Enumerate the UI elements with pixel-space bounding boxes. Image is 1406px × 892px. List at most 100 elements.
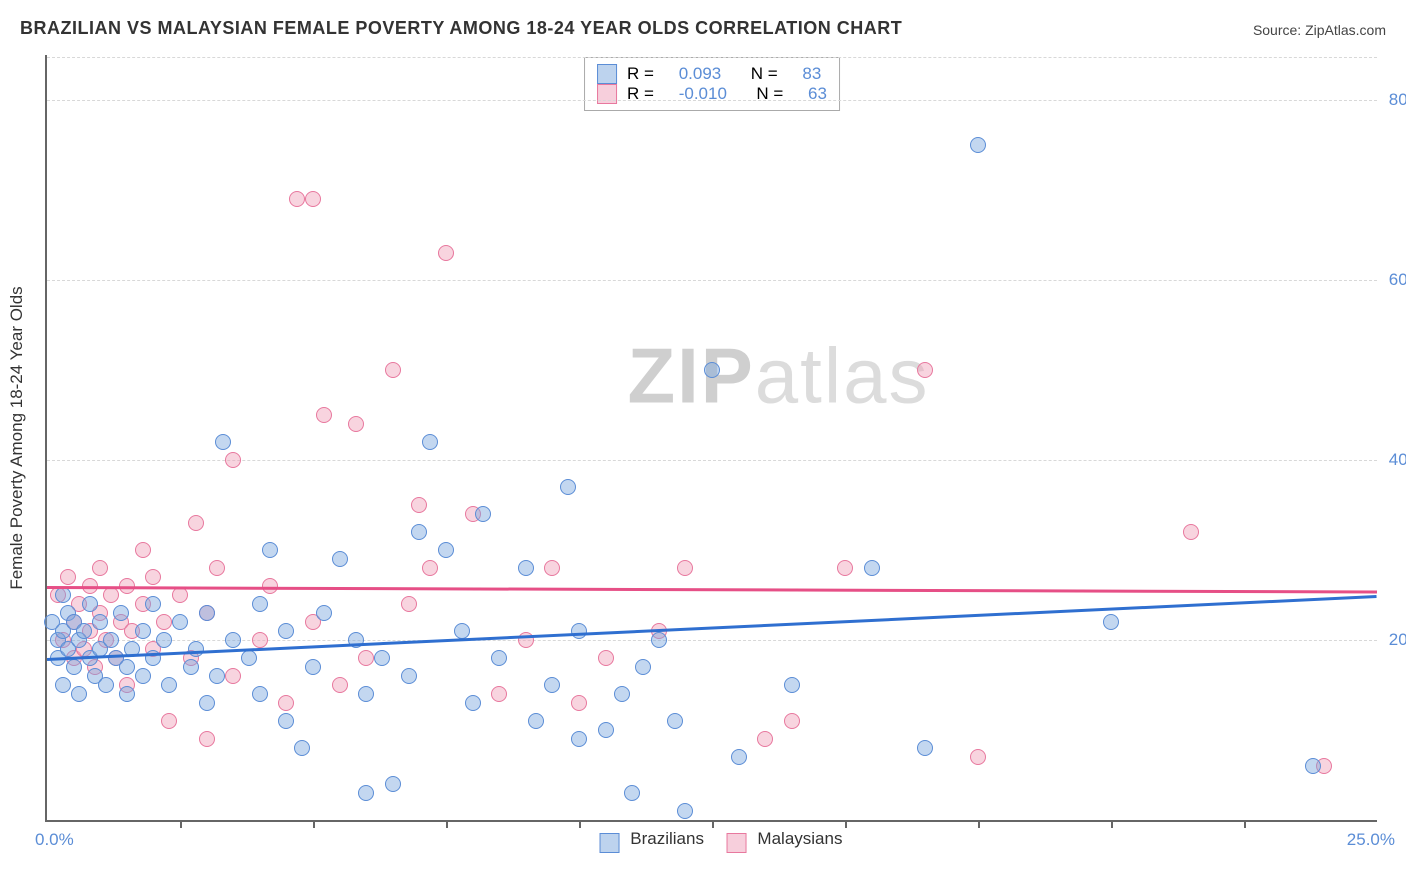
gridline (47, 640, 1377, 641)
swatch-brazilians (597, 64, 617, 84)
data-point (103, 587, 119, 603)
y-axis-label: Female Poverty Among 18-24 Year Olds (7, 286, 27, 589)
data-point (348, 416, 364, 432)
y-tick-label: 20.0% (1389, 630, 1406, 650)
watermark: ZIPatlas (627, 331, 929, 422)
data-point (385, 776, 401, 792)
data-point (60, 569, 76, 585)
data-point (156, 632, 172, 648)
data-point (183, 659, 199, 675)
data-point (172, 614, 188, 630)
data-point (635, 659, 651, 675)
data-point (544, 560, 560, 576)
data-point (358, 650, 374, 666)
x-axis-min-label: 0.0% (35, 830, 74, 850)
x-tick (978, 820, 980, 828)
source-attribution: Source: ZipAtlas.com (1253, 22, 1386, 38)
data-point (1103, 614, 1119, 630)
data-point (278, 695, 294, 711)
data-point (411, 524, 427, 540)
data-point (225, 668, 241, 684)
data-point (422, 560, 438, 576)
data-point (71, 686, 87, 702)
data-point (305, 191, 321, 207)
data-point (119, 659, 135, 675)
data-point (103, 632, 119, 648)
data-point (438, 542, 454, 558)
chart-title: BRAZILIAN VS MALAYSIAN FEMALE POVERTY AM… (20, 18, 902, 39)
legend-label-brazilians: Brazilians (630, 829, 704, 848)
gridline (47, 100, 1377, 101)
gridline (47, 280, 1377, 281)
data-point (332, 677, 348, 693)
scatter-plot: ZIPatlas Female Poverty Among 18-24 Year… (45, 55, 1377, 822)
data-point (252, 686, 268, 702)
data-point (1183, 524, 1199, 540)
series-legend: Brazilians Malaysians (582, 829, 843, 850)
data-point (401, 668, 417, 684)
data-point (55, 587, 71, 603)
trend-line (47, 586, 1377, 593)
data-point (161, 713, 177, 729)
data-point (970, 749, 986, 765)
data-point (278, 623, 294, 639)
data-point (491, 650, 507, 666)
x-tick (845, 820, 847, 828)
swatch-malaysians (727, 833, 747, 853)
data-point (411, 497, 427, 513)
data-point (358, 785, 374, 801)
data-point (651, 632, 667, 648)
data-point (491, 686, 507, 702)
data-point (560, 479, 576, 495)
data-point (252, 632, 268, 648)
data-point (252, 596, 268, 612)
data-point (55, 677, 71, 693)
data-point (135, 623, 151, 639)
data-point (677, 803, 693, 819)
x-tick (579, 820, 581, 828)
data-point (145, 596, 161, 612)
data-point (677, 560, 693, 576)
swatch-malaysians (597, 84, 617, 104)
data-point (917, 740, 933, 756)
data-point (215, 434, 231, 450)
data-point (294, 740, 310, 756)
x-tick (313, 820, 315, 828)
data-point (113, 605, 129, 621)
data-point (119, 686, 135, 702)
data-point (528, 713, 544, 729)
y-tick-label: 80.0% (1389, 90, 1406, 110)
data-point (438, 245, 454, 261)
gridline (47, 460, 1377, 461)
data-point (624, 785, 640, 801)
data-point (571, 695, 587, 711)
data-point (970, 137, 986, 153)
legend-label-malaysians: Malaysians (757, 829, 842, 848)
data-point (92, 560, 108, 576)
legend-row-brazilians: R = 0.093 N = 83 (597, 64, 827, 84)
data-point (76, 623, 92, 639)
data-point (225, 632, 241, 648)
gridline (47, 57, 1377, 58)
x-tick (1244, 820, 1246, 828)
data-point (454, 623, 470, 639)
data-point (278, 713, 294, 729)
y-tick-label: 40.0% (1389, 450, 1406, 470)
data-point (156, 614, 172, 630)
data-point (305, 659, 321, 675)
data-point (199, 731, 215, 747)
data-point (784, 677, 800, 693)
data-point (757, 731, 773, 747)
data-point (667, 713, 683, 729)
y-tick-label: 60.0% (1389, 270, 1406, 290)
data-point (172, 587, 188, 603)
x-tick (1111, 820, 1113, 828)
data-point (374, 650, 390, 666)
data-point (332, 551, 348, 567)
data-point (135, 668, 151, 684)
data-point (262, 542, 278, 558)
data-point (401, 596, 417, 612)
data-point (209, 668, 225, 684)
data-point (917, 362, 933, 378)
data-point (864, 560, 880, 576)
